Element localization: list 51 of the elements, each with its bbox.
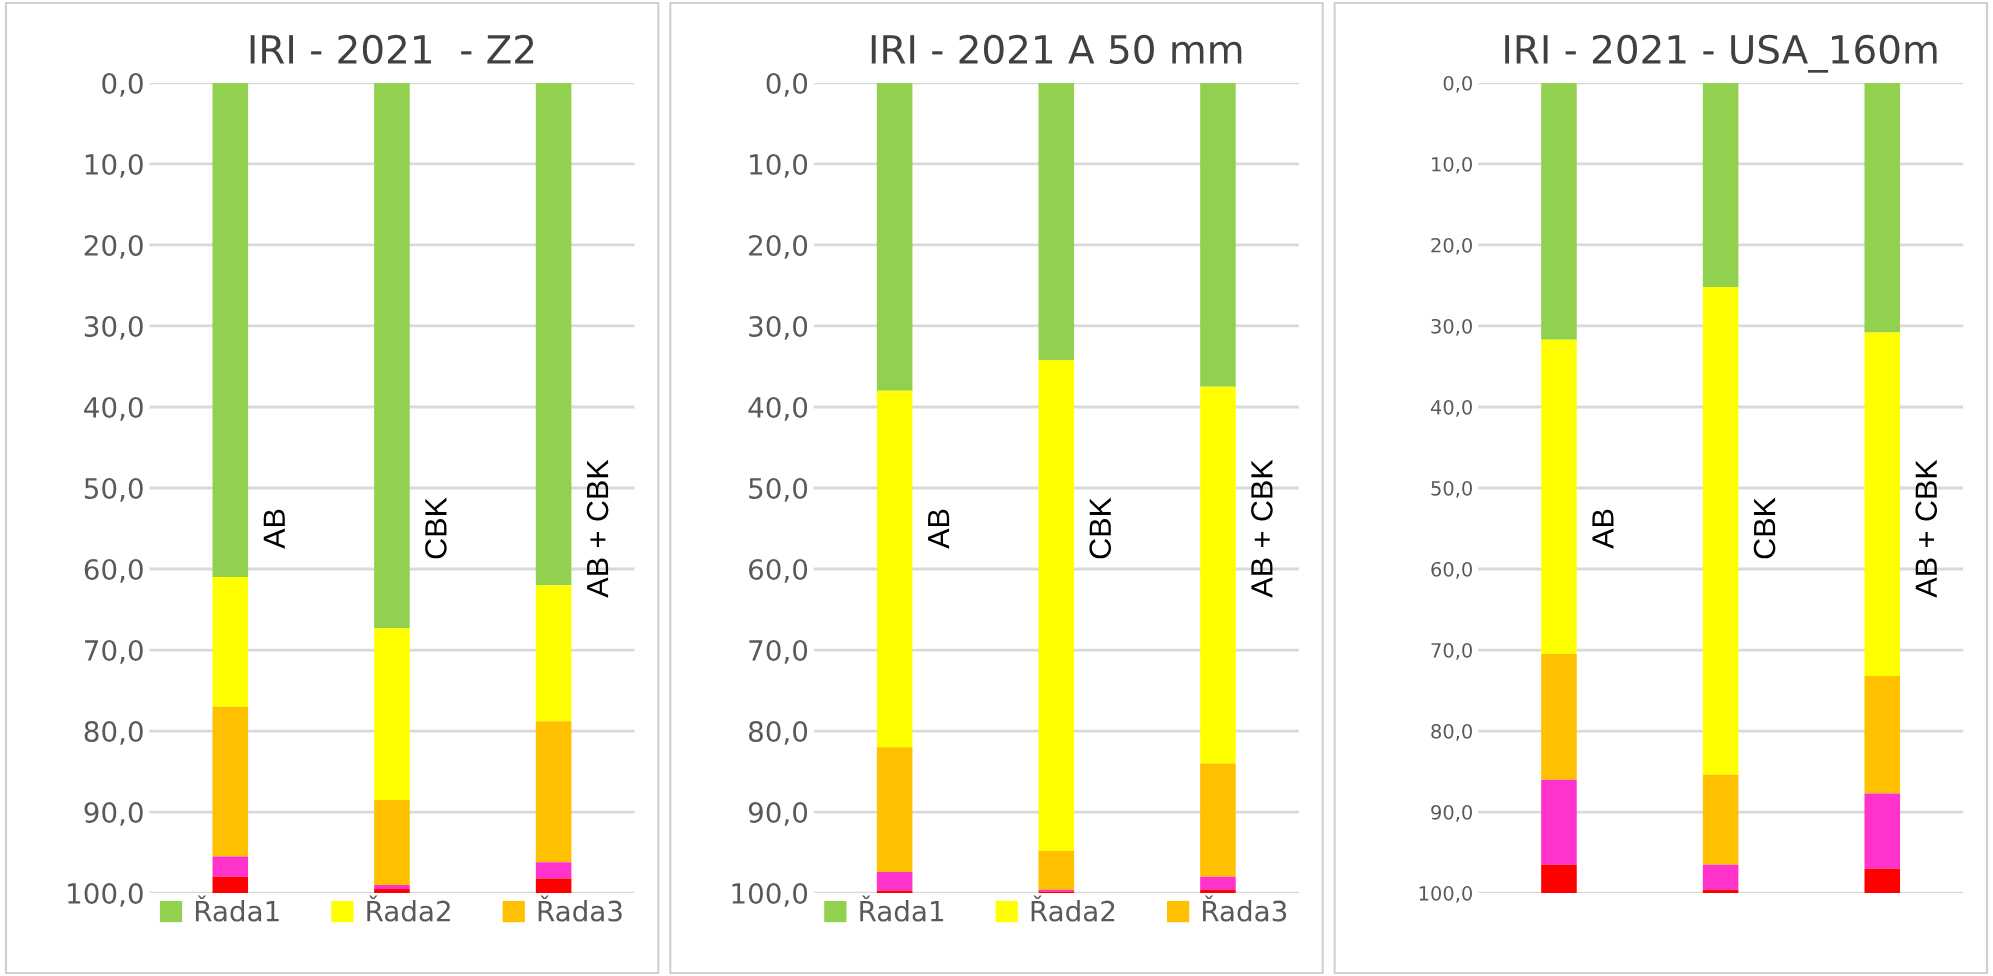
y-tick-label: 30,0 xyxy=(84,315,143,340)
y-tick-label: 10,0 xyxy=(1432,156,1472,174)
y-tick-label: 80,0 xyxy=(1431,723,1472,741)
chart-title: IRI - 2021 A 50 mm xyxy=(871,34,1242,65)
category-label: CBK xyxy=(1089,497,1112,559)
category-label: AB + CBK xyxy=(1915,459,1938,598)
y-tick-label: 30,0 xyxy=(1431,318,1472,336)
y-tick-label: 30,0 xyxy=(749,315,808,340)
y-tick-label: 60,0 xyxy=(749,558,808,583)
y-tick-label: 50,0 xyxy=(749,477,808,502)
y-tick-label: 80,0 xyxy=(748,720,808,745)
category-label: CBK xyxy=(1753,497,1776,559)
y-tick-label: 100,0 xyxy=(68,882,143,907)
y-tick-label: 90,0 xyxy=(748,801,808,826)
y-tick-label: 10,0 xyxy=(750,153,808,178)
y-tick-label: 60,0 xyxy=(84,558,143,583)
y-tick-label: 20,0 xyxy=(749,234,808,259)
y-tick-label: 20,0 xyxy=(1431,237,1472,255)
category-label: AB xyxy=(928,509,950,549)
y-tick-label: 0,0 xyxy=(1443,75,1472,93)
chart-title: IRI - 2021 - USA_160m xyxy=(1505,34,1937,73)
legend-label: Řada1 xyxy=(195,895,279,922)
category-label: CBK xyxy=(425,497,447,559)
y-tick-label: 80,0 xyxy=(84,720,143,745)
category-label: AB + CBK xyxy=(1251,459,1273,598)
y-tick-label: 70,0 xyxy=(1431,642,1472,660)
legend-label: Řada2 xyxy=(367,895,450,922)
y-tick-label: 40,0 xyxy=(1430,399,1472,417)
chart-title: IRI - 2021 - Z2 xyxy=(250,34,534,65)
y-tick-label: 70,0 xyxy=(85,639,143,664)
category-label: AB + CBK xyxy=(586,459,609,598)
y-tick-label: 40,0 xyxy=(84,396,143,421)
y-tick-label: 10,0 xyxy=(85,153,143,178)
category-label: AB xyxy=(1592,509,1614,549)
legend-label: Řada3 xyxy=(538,895,622,922)
y-tick-label: 0,0 xyxy=(766,72,808,97)
y-tick-label: 60,0 xyxy=(1431,561,1472,579)
y-tick-label: 70,0 xyxy=(749,639,808,664)
y-tick-label: 90,0 xyxy=(1431,804,1472,822)
category-label: AB xyxy=(263,509,285,549)
y-tick-label: 20,0 xyxy=(84,234,143,259)
legend-label: Řada1 xyxy=(860,895,944,922)
y-tick-label: 50,0 xyxy=(84,477,143,502)
y-tick-label: 40,0 xyxy=(748,396,808,421)
y-tick-label: 90,0 xyxy=(84,801,143,826)
y-tick-label: 50,0 xyxy=(1431,480,1472,498)
legend-label: Řada2 xyxy=(1031,895,1115,922)
y-tick-label: 100,0 xyxy=(732,882,808,907)
y-tick-label: 100,0 xyxy=(1419,886,1472,903)
legend-label: Řada3 xyxy=(1203,895,1287,922)
y-tick-label: 0,0 xyxy=(102,72,143,97)
